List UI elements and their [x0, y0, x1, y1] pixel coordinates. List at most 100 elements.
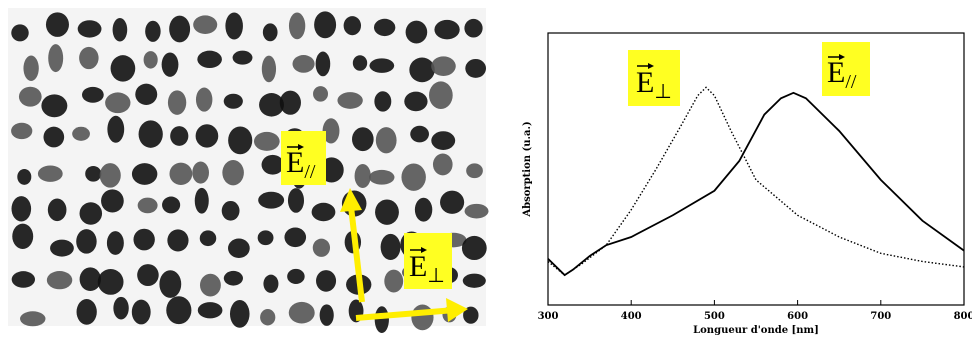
annotation: E⊥	[628, 50, 680, 106]
particle	[11, 271, 36, 288]
particle	[262, 23, 278, 42]
particle	[162, 196, 181, 214]
particle	[462, 273, 486, 288]
particle	[167, 90, 187, 115]
particle	[464, 203, 489, 219]
particle	[81, 86, 104, 103]
particle	[197, 50, 222, 68]
particle	[113, 296, 129, 320]
particle	[193, 15, 218, 35]
particle	[221, 200, 240, 221]
label-box: E//	[281, 131, 326, 185]
particle	[314, 11, 337, 39]
annotation-text: E⊥	[636, 66, 672, 103]
particle	[167, 229, 189, 252]
particle	[11, 24, 29, 42]
particle	[263, 274, 279, 293]
particle	[161, 52, 179, 77]
particle	[374, 91, 392, 112]
particle	[46, 270, 73, 290]
particle	[101, 189, 124, 213]
x-tick-label: 500	[704, 311, 725, 322]
particle	[228, 238, 250, 258]
particle	[79, 267, 101, 292]
particle	[131, 163, 158, 185]
y-axis-label: Absorption (u.a.)	[522, 121, 533, 217]
annotation-text: E//	[827, 56, 857, 93]
particle	[199, 273, 221, 297]
particle	[195, 124, 219, 148]
particle	[192, 161, 209, 184]
particle	[232, 50, 253, 65]
particle	[466, 163, 483, 179]
x-tick-label: 600	[787, 311, 808, 322]
particle	[292, 55, 315, 73]
particle	[159, 270, 182, 298]
particle	[380, 233, 401, 261]
particle	[431, 56, 456, 76]
arrow	[355, 307, 456, 321]
label: E//	[286, 146, 316, 183]
label: E⊥	[409, 250, 445, 287]
particle	[315, 51, 331, 77]
particle	[261, 154, 284, 175]
particle	[287, 188, 305, 213]
particle	[23, 55, 39, 82]
particle	[322, 118, 340, 144]
particle	[45, 12, 69, 37]
x-tick-label: 300	[538, 311, 559, 322]
particle	[316, 270, 337, 292]
curve	[547, 86, 965, 276]
particle	[337, 92, 363, 109]
particle	[76, 299, 97, 325]
particle	[145, 20, 161, 42]
particle	[137, 264, 159, 287]
particle	[195, 87, 213, 112]
particle	[461, 235, 487, 261]
curve	[547, 91, 965, 277]
particle	[72, 126, 90, 141]
particle	[434, 19, 460, 40]
particle	[464, 18, 483, 38]
particle	[313, 86, 328, 102]
particle	[354, 163, 371, 189]
particle	[405, 20, 428, 44]
particle	[169, 15, 191, 43]
particle	[373, 18, 396, 37]
particle	[18, 86, 42, 107]
particle	[112, 17, 128, 42]
particle	[312, 238, 331, 257]
x-axis-label: Longueur d'onde [nm]	[693, 325, 819, 336]
particle	[225, 12, 243, 40]
particle	[440, 190, 465, 214]
particle	[229, 300, 250, 328]
particle	[260, 309, 276, 326]
particle	[20, 311, 46, 327]
particle	[12, 223, 34, 250]
particle	[99, 163, 121, 188]
particle	[465, 58, 487, 78]
arrow-head	[446, 298, 468, 322]
particle	[228, 126, 253, 155]
particle	[261, 55, 277, 83]
particle	[143, 51, 158, 69]
particle	[259, 93, 284, 117]
particle	[223, 93, 243, 109]
particle	[375, 199, 399, 225]
particle	[48, 44, 64, 73]
particle	[197, 302, 223, 319]
particle	[79, 46, 99, 70]
particle	[343, 16, 362, 36]
particle	[107, 115, 125, 143]
particle	[431, 131, 456, 150]
arrow-head	[340, 188, 362, 212]
particle	[257, 230, 274, 246]
particle	[106, 231, 124, 255]
particle	[375, 127, 397, 154]
particle	[11, 122, 33, 140]
particle	[410, 125, 429, 143]
arrow	[347, 197, 365, 303]
particle	[76, 229, 97, 254]
particle	[411, 304, 434, 331]
